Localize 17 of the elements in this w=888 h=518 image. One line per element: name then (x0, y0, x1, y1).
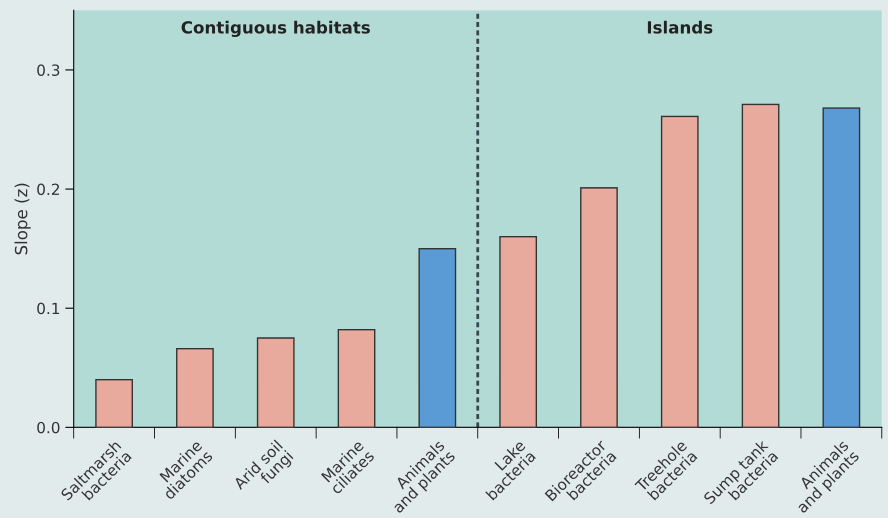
bar (176, 348, 214, 428)
y-tick-label: 0.1 (37, 302, 60, 314)
bar (822, 107, 860, 428)
y-tick-label: 0.2 (37, 184, 59, 196)
bar (499, 236, 538, 428)
bar (580, 187, 618, 428)
bar (95, 379, 133, 428)
bar (660, 116, 699, 428)
bar (338, 328, 376, 428)
bar (256, 337, 295, 428)
annotation: Islands (648, 20, 712, 34)
bar (742, 104, 780, 428)
y-tick-label: 0.3 (37, 64, 60, 76)
y-tick-label: 0.0 (37, 422, 60, 434)
bar (418, 248, 456, 428)
annotation: Contiguous habitats (182, 20, 370, 38)
y-axis-title: Slope (z) (14, 184, 31, 254)
